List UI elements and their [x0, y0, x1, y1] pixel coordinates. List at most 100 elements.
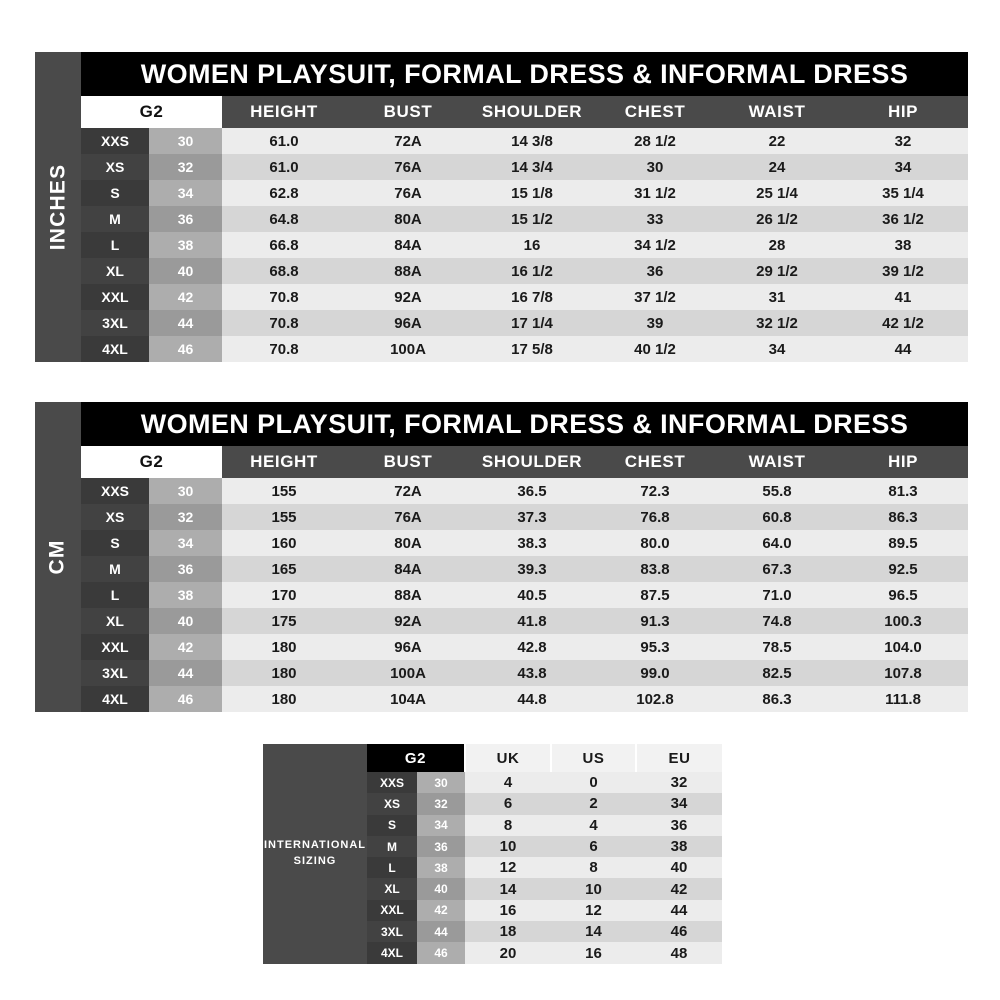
- cell-chest: 99.0: [594, 660, 717, 686]
- g2-value: 38: [149, 232, 223, 258]
- cell-chest: 76.8: [594, 504, 717, 530]
- cell-bust: 72A: [346, 478, 471, 504]
- cell-chest: 40 1/2: [594, 336, 717, 362]
- inches-chart-body: WOMEN PLAYSUIT, FORMAL DRESS & INFORMAL …: [81, 52, 969, 362]
- cell-waist: 78.5: [716, 634, 839, 660]
- g2-value: 46: [417, 942, 465, 964]
- size-label: XS: [367, 793, 417, 815]
- cell-uk: 18: [465, 921, 551, 943]
- cell-chest: 87.5: [594, 582, 717, 608]
- cell-waist: 28: [716, 232, 839, 258]
- cell-waist: 55.8: [716, 478, 839, 504]
- table-row: XL 40 175 92A 41.8 91.3 74.8 100.3: [81, 608, 969, 634]
- cell-hip: 89.5: [838, 530, 969, 556]
- cell-chest: 80.0: [594, 530, 717, 556]
- size-label: 3XL: [367, 921, 417, 943]
- cell-uk: 16: [465, 899, 551, 922]
- size-label: L: [81, 582, 149, 608]
- list-item: XS 32 6 2 34: [367, 793, 722, 815]
- cell-uk: 4: [465, 772, 551, 794]
- size-label: L: [81, 232, 149, 258]
- cm-header-height: HEIGHT: [222, 446, 347, 478]
- cell-waist: 74.8: [716, 608, 839, 634]
- size-label: XXS: [81, 478, 149, 504]
- size-label: XXL: [81, 634, 149, 660]
- cell-bust: 96A: [346, 634, 471, 660]
- cell-shoulder: 36.5: [470, 478, 595, 504]
- inches-header-shoulder: SHOULDER: [470, 96, 595, 128]
- international-sizing-label-line1: INTERNATIONAL: [263, 838, 366, 851]
- cell-bust: 92A: [346, 608, 471, 634]
- size-label: 3XL: [81, 310, 149, 336]
- size-label: XXL: [367, 899, 417, 922]
- cell-chest: 31 1/2: [594, 180, 717, 206]
- cell-hip: 36 1/2: [838, 206, 969, 232]
- international-chart-body: G2 UK US EU XXS 30 4 0 32 XS 32 6: [367, 744, 722, 964]
- cell-hip: 35 1/4: [838, 180, 969, 206]
- cell-shoulder: 14 3/8: [470, 128, 595, 154]
- table-row: 3XL 44 180 100A 43.8 99.0 82.5 107.8: [81, 660, 969, 686]
- cell-eu: 48: [636, 942, 722, 964]
- cell-waist: 64.0: [716, 530, 839, 556]
- cell-shoulder: 37.3: [470, 504, 595, 530]
- unit-rail-inches: INCHES: [35, 52, 81, 362]
- cell-chest: 34 1/2: [594, 232, 717, 258]
- cell-bust: 96A: [346, 310, 471, 336]
- g2-value: 32: [149, 154, 223, 180]
- cell-hip: 100.3: [838, 608, 969, 634]
- cell-waist: 82.5: [716, 660, 839, 686]
- cell-bust: 80A: [346, 206, 471, 232]
- cell-height: 165: [222, 556, 347, 582]
- cell-waist: 25 1/4: [716, 180, 839, 206]
- cm-chart-body: WOMEN PLAYSUIT, FORMAL DRESS & INFORMAL …: [81, 402, 969, 712]
- list-item: XXS 30 4 0 32: [367, 772, 722, 794]
- size-label: XXS: [81, 128, 149, 154]
- international-sizing-chart: INTERNATIONAL SIZING G2 UK US EU XXS 3: [263, 744, 722, 964]
- cell-shoulder: 14 3/4: [470, 154, 595, 180]
- size-label: XL: [81, 258, 149, 284]
- cm-header-waist: WAIST: [716, 446, 839, 478]
- cell-bust: 76A: [346, 504, 471, 530]
- size-label: 4XL: [81, 336, 149, 362]
- inches-header-waist: WAIST: [716, 96, 839, 128]
- cell-us: 4: [551, 814, 636, 836]
- g2-value: 34: [417, 814, 465, 836]
- cell-shoulder: 38.3: [470, 530, 595, 556]
- international-header-uk: UK: [464, 744, 551, 772]
- cell-waist: 34: [716, 336, 839, 362]
- cell-shoulder: 41.8: [470, 608, 595, 634]
- table-row: L 38 170 88A 40.5 87.5 71.0 96.5: [81, 582, 969, 608]
- cell-height: 175: [222, 608, 347, 634]
- g2-value: 34: [149, 530, 223, 556]
- cell-waist: 71.0: [716, 582, 839, 608]
- cell-shoulder: 42.8: [470, 634, 595, 660]
- inches-table-grid: G2 HEIGHT BUST SHOULDER CHEST WAIST HIP …: [81, 96, 969, 362]
- size-label: 3XL: [81, 660, 149, 686]
- inches-header-row: G2 HEIGHT BUST SHOULDER CHEST WAIST HIP: [81, 96, 969, 128]
- cell-waist: 26 1/2: [716, 206, 839, 232]
- cell-eu: 32: [636, 772, 722, 794]
- international-header-eu: EU: [635, 744, 722, 772]
- cell-shoulder: 15 1/8: [470, 180, 595, 206]
- size-label: S: [81, 530, 149, 556]
- cell-hip: 81.3: [838, 478, 969, 504]
- g2-value: 30: [149, 128, 223, 154]
- size-label: M: [81, 206, 149, 232]
- inches-header-height: HEIGHT: [222, 96, 347, 128]
- list-item: L 38 12 8 40: [367, 857, 722, 879]
- cell-chest: 83.8: [594, 556, 717, 582]
- unit-label-inches: INCHES: [46, 163, 70, 251]
- cell-uk: 8: [465, 814, 551, 836]
- cell-hip: 32: [838, 128, 969, 154]
- cell-shoulder: 15 1/2: [470, 206, 595, 232]
- size-label: L: [367, 857, 417, 879]
- g2-value: 44: [149, 660, 223, 686]
- cell-us: 10: [551, 878, 636, 900]
- g2-value: 30: [417, 772, 465, 794]
- cell-chest: 91.3: [594, 608, 717, 634]
- g2-value: 32: [149, 504, 223, 530]
- g2-value: 46: [149, 686, 223, 712]
- cm-header-shoulder: SHOULDER: [470, 446, 595, 478]
- cell-eu: 36: [636, 814, 722, 836]
- cell-chest: 102.8: [594, 686, 717, 712]
